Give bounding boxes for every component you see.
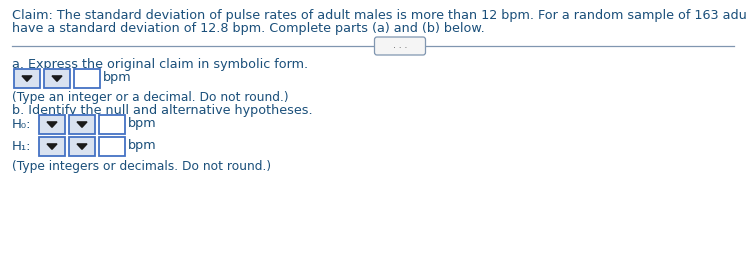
Text: H₀:: H₀: bbox=[12, 118, 31, 130]
Text: (Type integers or decimals. Do not round.): (Type integers or decimals. Do not round… bbox=[12, 160, 271, 173]
Bar bbox=[69, 136, 95, 156]
Text: bpm: bpm bbox=[103, 72, 131, 84]
Bar bbox=[14, 68, 40, 87]
Bar bbox=[99, 136, 125, 156]
FancyBboxPatch shape bbox=[374, 37, 425, 55]
Bar bbox=[44, 68, 70, 87]
Bar bbox=[39, 136, 65, 156]
Polygon shape bbox=[47, 144, 57, 149]
Text: (Type an integer or a decimal. Do not round.): (Type an integer or a decimal. Do not ro… bbox=[12, 91, 289, 104]
Text: bpm: bpm bbox=[128, 139, 157, 153]
Text: . . .: . . . bbox=[393, 41, 407, 50]
Bar bbox=[74, 68, 100, 87]
Text: have a standard deviation of 12.8 bpm. Complete parts (a) and (b) below.: have a standard deviation of 12.8 bpm. C… bbox=[12, 22, 485, 35]
Bar bbox=[39, 115, 65, 133]
Text: H₁:: H₁: bbox=[12, 139, 31, 153]
Text: bpm: bpm bbox=[128, 118, 157, 130]
Polygon shape bbox=[77, 122, 87, 127]
Polygon shape bbox=[22, 76, 32, 81]
Text: b. Identify the null and alternative hypotheses.: b. Identify the null and alternative hyp… bbox=[12, 104, 313, 117]
Text: Claim: The standard deviation of pulse rates of adult males is more than 12 bpm.: Claim: The standard deviation of pulse r… bbox=[12, 9, 746, 22]
Bar bbox=[69, 115, 95, 133]
Bar bbox=[99, 115, 125, 133]
Polygon shape bbox=[52, 76, 62, 81]
Text: a. Express the original claim in symbolic form.: a. Express the original claim in symboli… bbox=[12, 58, 308, 71]
Polygon shape bbox=[77, 144, 87, 149]
Polygon shape bbox=[47, 122, 57, 127]
